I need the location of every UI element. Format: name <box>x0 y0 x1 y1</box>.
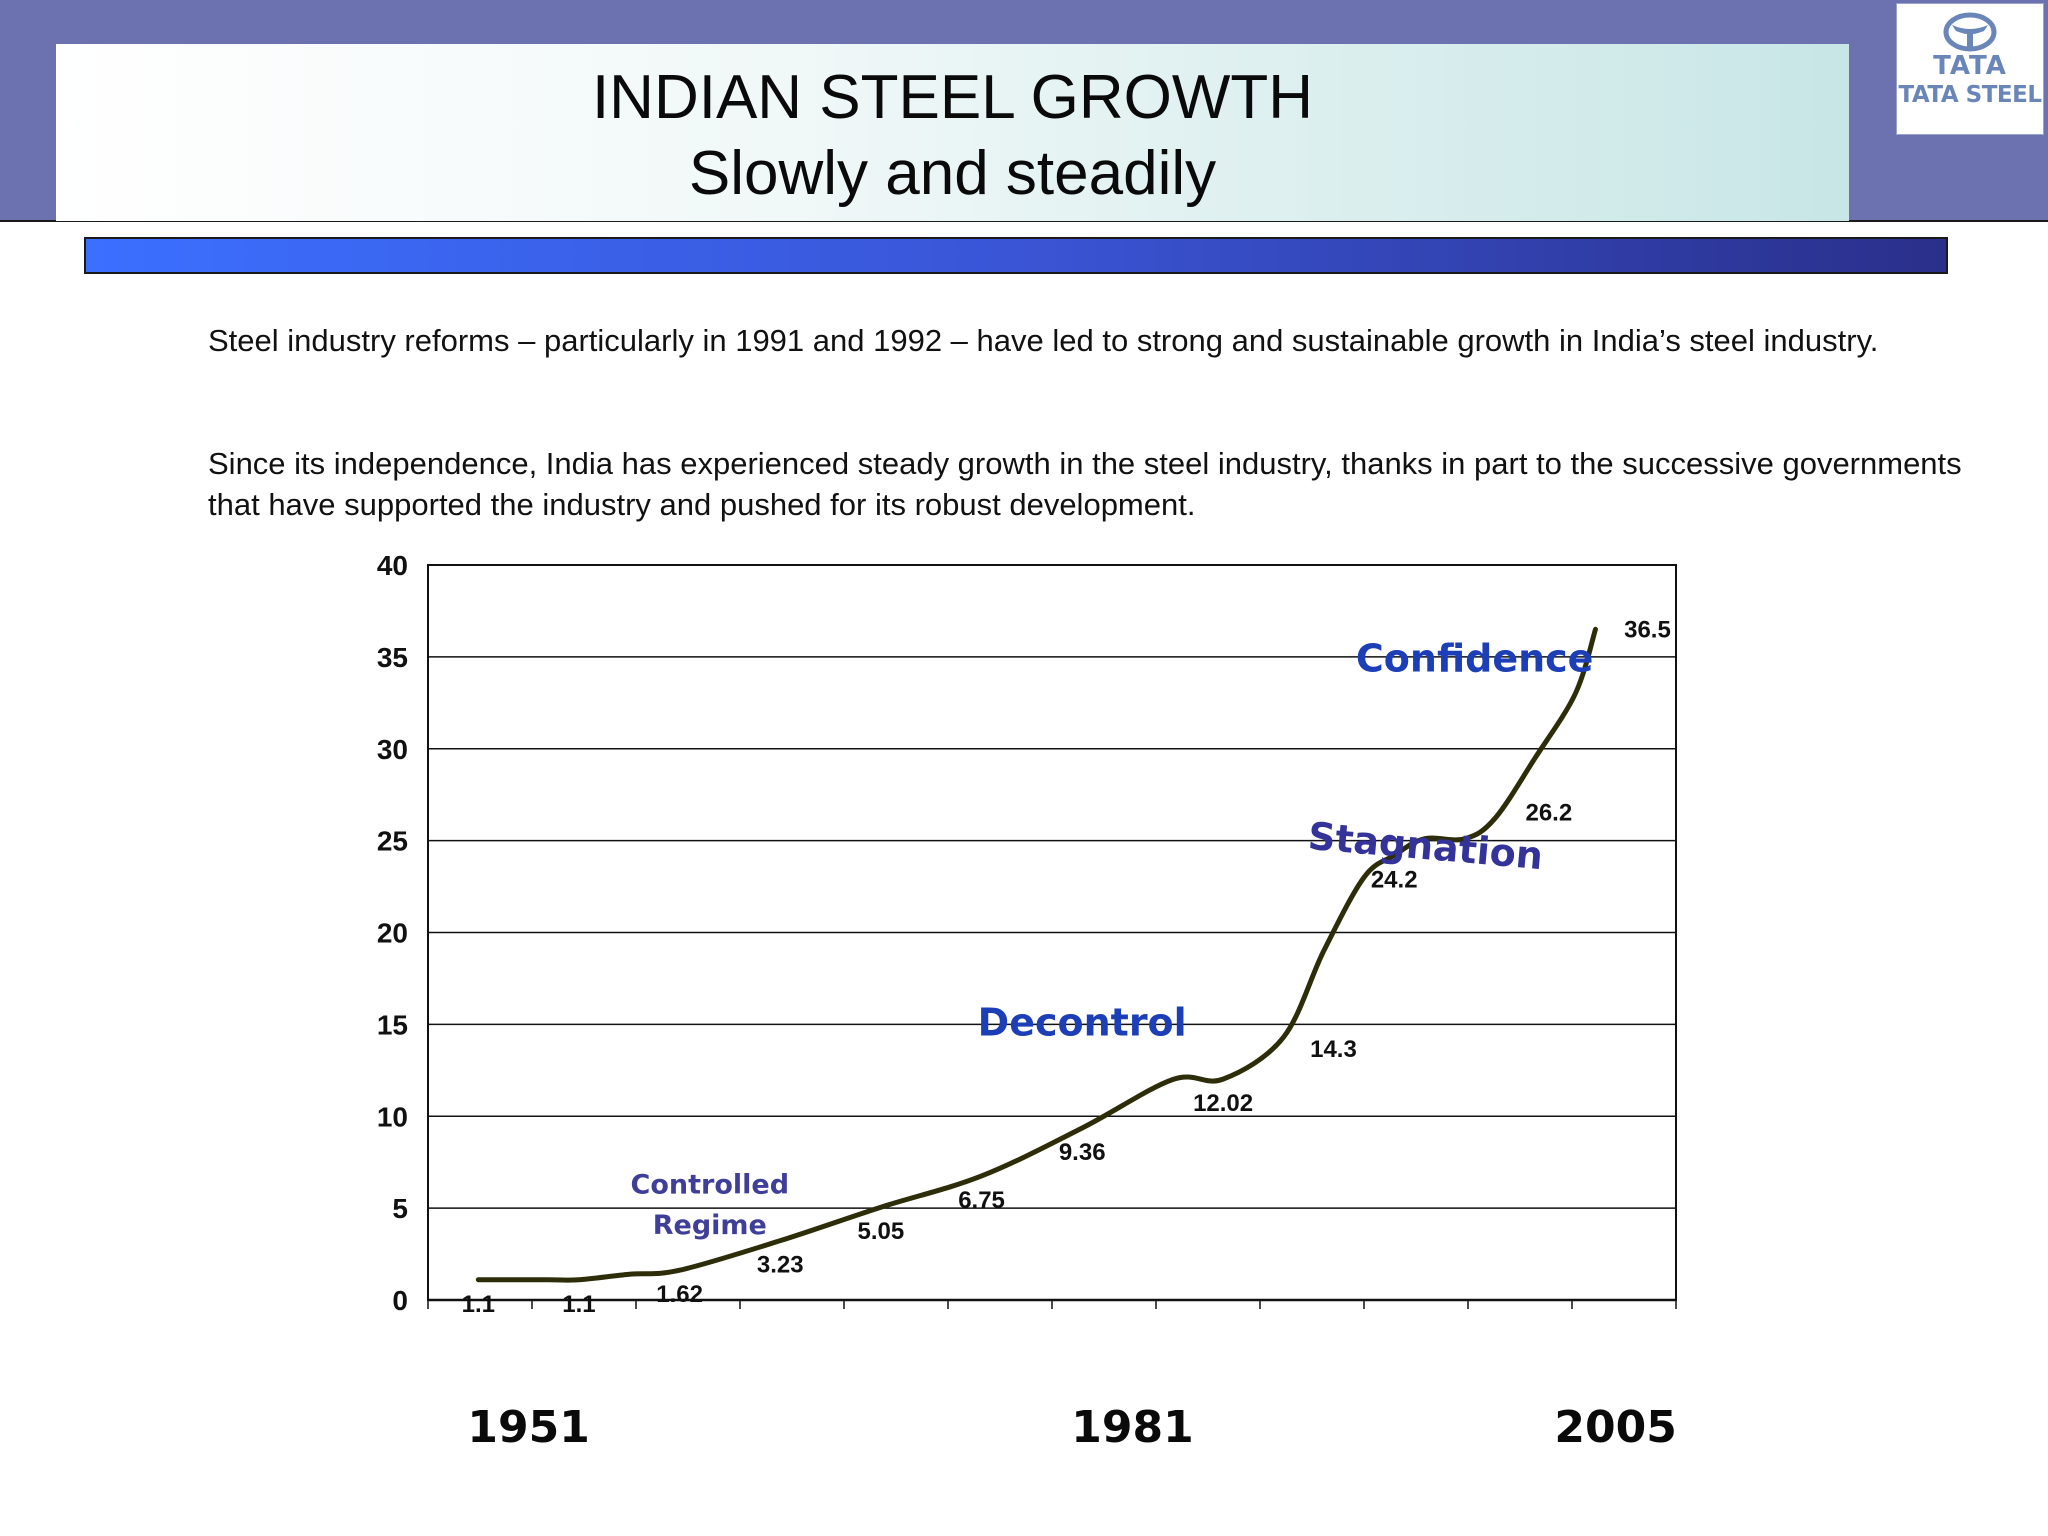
data-label-7: 6.75 <box>958 1187 1005 1214</box>
intro-paragraph-1: Steel industry reforms – particularly in… <box>208 323 1879 358</box>
x-axis-label-0: 1951 <box>467 1402 589 1453</box>
annotation-0: Controlled <box>631 1169 790 1200</box>
data-label-20: 36.5 <box>1624 616 1671 643</box>
y-tick-label-4: 20 <box>377 918 408 949</box>
header-band: INDIAN STEEL GROWTH Slowly and steadily <box>0 0 2048 222</box>
axes <box>427 1298 1677 1309</box>
gridlines <box>428 656 1676 1209</box>
title-box: INDIAN STEEL GROWTH Slowly and steadily <box>56 44 1849 221</box>
series-line-0 <box>475 626 1598 1283</box>
intro-paragraph-2: Since its independence, India has experi… <box>208 446 1962 522</box>
x-axis-label-2: 2005 <box>1554 1402 1676 1453</box>
y-tick-label-1: 5 <box>392 1193 408 1224</box>
y-tick-labels: 0 5 10 15 20 25 30 35 40 <box>377 550 408 1316</box>
data-label-4: 1.62 <box>656 1281 703 1308</box>
divider-bar <box>84 237 1948 274</box>
data-label-8: 9.36 <box>1059 1139 1106 1166</box>
x-axis-label-1: 1981 <box>1071 1402 1193 1453</box>
y-tick-label-7: 35 <box>377 642 408 673</box>
x-axis-labels: 1951 1981 2005 <box>467 1402 1676 1453</box>
y-tick-label-2: 10 <box>377 1101 408 1132</box>
series <box>475 626 1598 1283</box>
y-tick-label-3: 15 <box>377 1009 408 1040</box>
logo-text-tata-steel: TATA STEEL <box>1898 82 2042 108</box>
logo-text-tata: TATA <box>1933 51 2007 81</box>
data-label-10: 12.02 <box>1193 1090 1253 1117</box>
annotation-4: Confidence <box>1356 637 1594 681</box>
data-labels: 1.1 1.1 1.62 3.23 5.05 6.75 9.36 12.02 14.3 24.2 2… <box>462 616 1671 1317</box>
annotations: Controlled Regime Decontrol Stagnation Confi… <box>631 637 1594 1241</box>
y-tick-label-5: 25 <box>377 826 408 857</box>
annotation-2: Decontrol <box>978 1000 1187 1044</box>
data-label-0: 1.1 <box>462 1291 495 1318</box>
tata-emblem-icon <box>1943 12 1997 52</box>
annotation-3: Stagnation <box>1306 814 1544 878</box>
data-label-14: 24.2 <box>1371 866 1418 893</box>
page-subtitle: Slowly and steadily <box>688 139 1217 208</box>
data-label-17: 26.2 <box>1525 800 1572 827</box>
y-tick-label-6: 30 <box>377 734 408 765</box>
annotation-1: Regime <box>653 1210 767 1241</box>
page-title: INDIAN STEEL GROWTH <box>591 63 1314 132</box>
tata-steel-logo: TATA TATA STEEL <box>1896 3 2044 135</box>
y-tick-label-8: 40 <box>377 550 408 581</box>
data-label-6: 5.05 <box>858 1218 905 1245</box>
data-label-5: 3.23 <box>757 1252 804 1279</box>
data-label-2: 1.1 <box>562 1291 595 1318</box>
y-tick-label-0: 0 <box>392 1285 408 1316</box>
data-label-11: 14.3 <box>1310 1036 1357 1063</box>
